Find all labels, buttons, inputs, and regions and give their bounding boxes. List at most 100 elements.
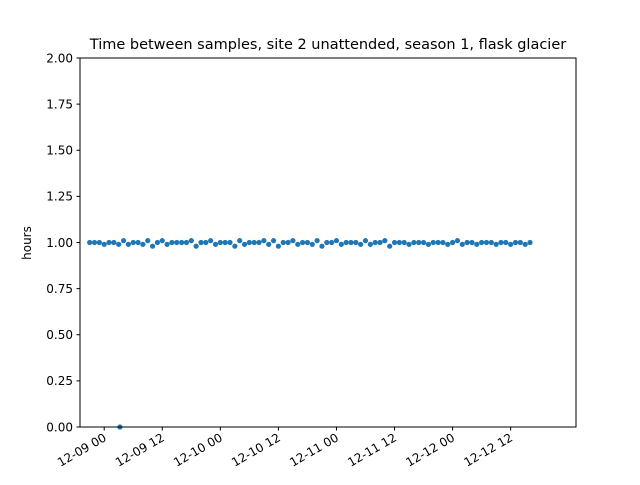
- data-point: [193, 243, 199, 249]
- data-point: [425, 241, 432, 247]
- data-point: [522, 241, 528, 247]
- y-tick-label: 0.50: [46, 328, 73, 342]
- data-point: [396, 239, 402, 246]
- data-point: [145, 238, 151, 244]
- data-point: [106, 239, 112, 246]
- y-tick-label: 0.75: [46, 282, 73, 296]
- data-point: [372, 239, 378, 246]
- data-point: [416, 239, 422, 246]
- data-point: [270, 238, 277, 244]
- y-tick-label: 0.25: [46, 374, 73, 388]
- y-axis-ticks: 0.00 0.25 0.50 0.75 1.00 1.25 1.50 1.75 2.00: [46, 51, 80, 434]
- data-point: [406, 241, 412, 247]
- data-point: [179, 239, 185, 246]
- y-tick-label: 1.75: [46, 97, 73, 111]
- x-axis-ticks: 12-09 00 12-09 12 12-10 00 12-10 12 12-11 00…: [55, 427, 515, 470]
- data-point: [130, 239, 136, 246]
- data-point: [309, 241, 315, 247]
- data-point: [149, 243, 156, 249]
- data-point: [411, 239, 417, 246]
- data-point: [324, 239, 330, 246]
- data-point: [183, 239, 190, 246]
- data-point: [338, 241, 344, 247]
- data-point: [450, 239, 456, 246]
- data-point: [304, 239, 311, 246]
- data-point: [440, 239, 446, 246]
- data-point: [517, 239, 523, 246]
- data-point: [353, 239, 359, 246]
- data-point: [241, 241, 248, 247]
- data-point: [266, 241, 272, 247]
- data-point: [454, 238, 461, 244]
- data-point: [469, 239, 475, 246]
- data-point: [154, 239, 161, 246]
- x-tick-label: 12-12 12: [461, 430, 515, 469]
- data-point: [140, 241, 146, 247]
- y-tick-label: 1.25: [46, 190, 73, 204]
- x-tick-label: 12-09 12: [113, 430, 167, 469]
- data-point: [377, 239, 383, 246]
- data-point: [125, 241, 131, 247]
- y-tick-label: 1.50: [46, 144, 73, 158]
- x-tick-label: 12-09 00: [55, 430, 109, 469]
- data-point: [169, 239, 175, 246]
- data-point: [246, 239, 252, 246]
- data-point: [459, 241, 465, 247]
- data-points: [87, 238, 533, 430]
- data-point: [237, 238, 243, 244]
- data-point: [120, 238, 127, 244]
- data-point: [343, 239, 349, 246]
- data-point: [164, 241, 170, 247]
- data-point: [382, 238, 388, 244]
- data-point: [464, 239, 470, 246]
- data-point: [159, 238, 165, 244]
- x-tick-label: 12-10 00: [171, 430, 225, 469]
- data-point: [101, 241, 107, 247]
- data-point: [111, 239, 117, 246]
- data-point: [290, 238, 296, 244]
- data-point: [227, 239, 233, 246]
- data-point: [348, 239, 354, 246]
- data-point: [445, 241, 451, 247]
- data-point: [319, 243, 325, 249]
- data-point: [362, 238, 369, 244]
- x-tick-label: 12-10 12: [229, 430, 283, 469]
- x-tick-label: 12-12 00: [403, 430, 457, 469]
- y-axis-label: hours: [20, 226, 34, 260]
- data-point: [358, 241, 364, 247]
- data-point: [188, 238, 194, 244]
- data-point: [212, 241, 219, 247]
- chart-title: Time between samples, site 2 unattended,…: [89, 37, 566, 53]
- data-point: [474, 241, 480, 247]
- data-point: [430, 239, 436, 246]
- data-point: [391, 239, 398, 246]
- data-point: [275, 243, 281, 249]
- data-point: [367, 241, 373, 247]
- data-point: [116, 241, 122, 247]
- data-point: [232, 243, 238, 249]
- y-tick-label: 2.00: [46, 51, 73, 65]
- y-tick-label: 1.00: [46, 236, 73, 250]
- data-point: [503, 239, 509, 246]
- data-point: [198, 239, 204, 246]
- data-point: [91, 239, 98, 246]
- x-tick-label: 12-11 00: [287, 430, 341, 469]
- data-point: [87, 239, 93, 246]
- data-point: [435, 239, 441, 246]
- data-point: [261, 238, 267, 244]
- data-point: [280, 239, 286, 246]
- plot-frame: [79, 57, 577, 428]
- data-point: [387, 243, 393, 249]
- data-point: [527, 239, 533, 246]
- data-point: [295, 241, 301, 247]
- data-point: [333, 238, 340, 244]
- data-point: [251, 239, 257, 246]
- data-point: [498, 239, 504, 246]
- data-point: [256, 239, 262, 246]
- data-point: [493, 241, 499, 247]
- data-point: [314, 238, 320, 244]
- data-point: [208, 238, 214, 244]
- data-point: [135, 239, 141, 246]
